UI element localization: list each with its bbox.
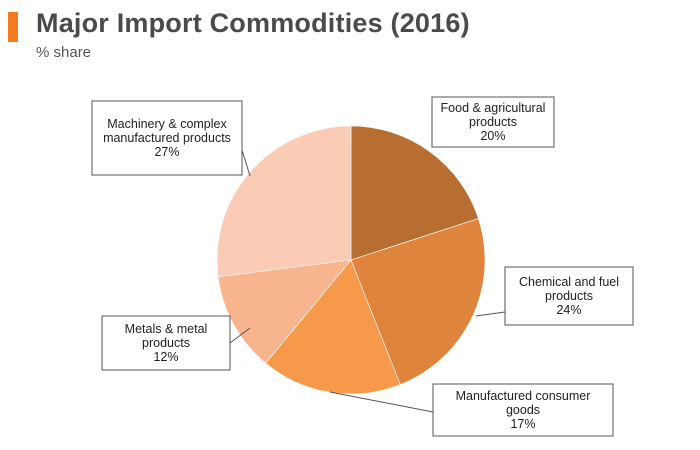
slice-category-label: products	[142, 336, 190, 350]
pie-slice	[217, 259, 352, 364]
slice-category-label: Machinery & complex	[107, 117, 227, 131]
callout-box	[431, 96, 555, 148]
slice-category-label: Food & agricultural	[441, 101, 546, 115]
callout-leader-line	[475, 311, 506, 317]
slice-value-label: 20%	[480, 129, 505, 143]
slice-value-label: 12%	[153, 350, 178, 364]
slice-category-label: manufactured products	[103, 131, 231, 145]
chart-title: Major Import Commodities (2016)	[36, 8, 470, 38]
slice-category-label: goods	[506, 403, 540, 417]
chart-subtitle: % share	[36, 44, 92, 61]
slice-category-label: Manufactured consumer	[456, 389, 591, 403]
title-accent-bar	[8, 12, 18, 42]
callout-leader-line	[329, 391, 434, 413]
callout-box	[101, 315, 231, 371]
slice-value-label: 17%	[510, 417, 535, 431]
slice-value-label: 24%	[556, 303, 581, 317]
callout-leader-line	[229, 327, 251, 344]
callout-box	[91, 100, 243, 176]
pie-slice	[350, 218, 486, 385]
callout-box	[432, 383, 614, 437]
slice-category-label: products	[545, 289, 593, 303]
slice-value-label: 27%	[154, 145, 179, 159]
pie-slice	[350, 125, 479, 261]
slice-category-label: Metals & metal	[125, 322, 208, 336]
pie-slice	[216, 125, 352, 278]
slice-category-label: products	[469, 115, 517, 129]
callout-box	[504, 266, 634, 326]
callout-leader-line	[241, 149, 251, 177]
slice-category-label: Chemical and fuel	[519, 275, 619, 289]
